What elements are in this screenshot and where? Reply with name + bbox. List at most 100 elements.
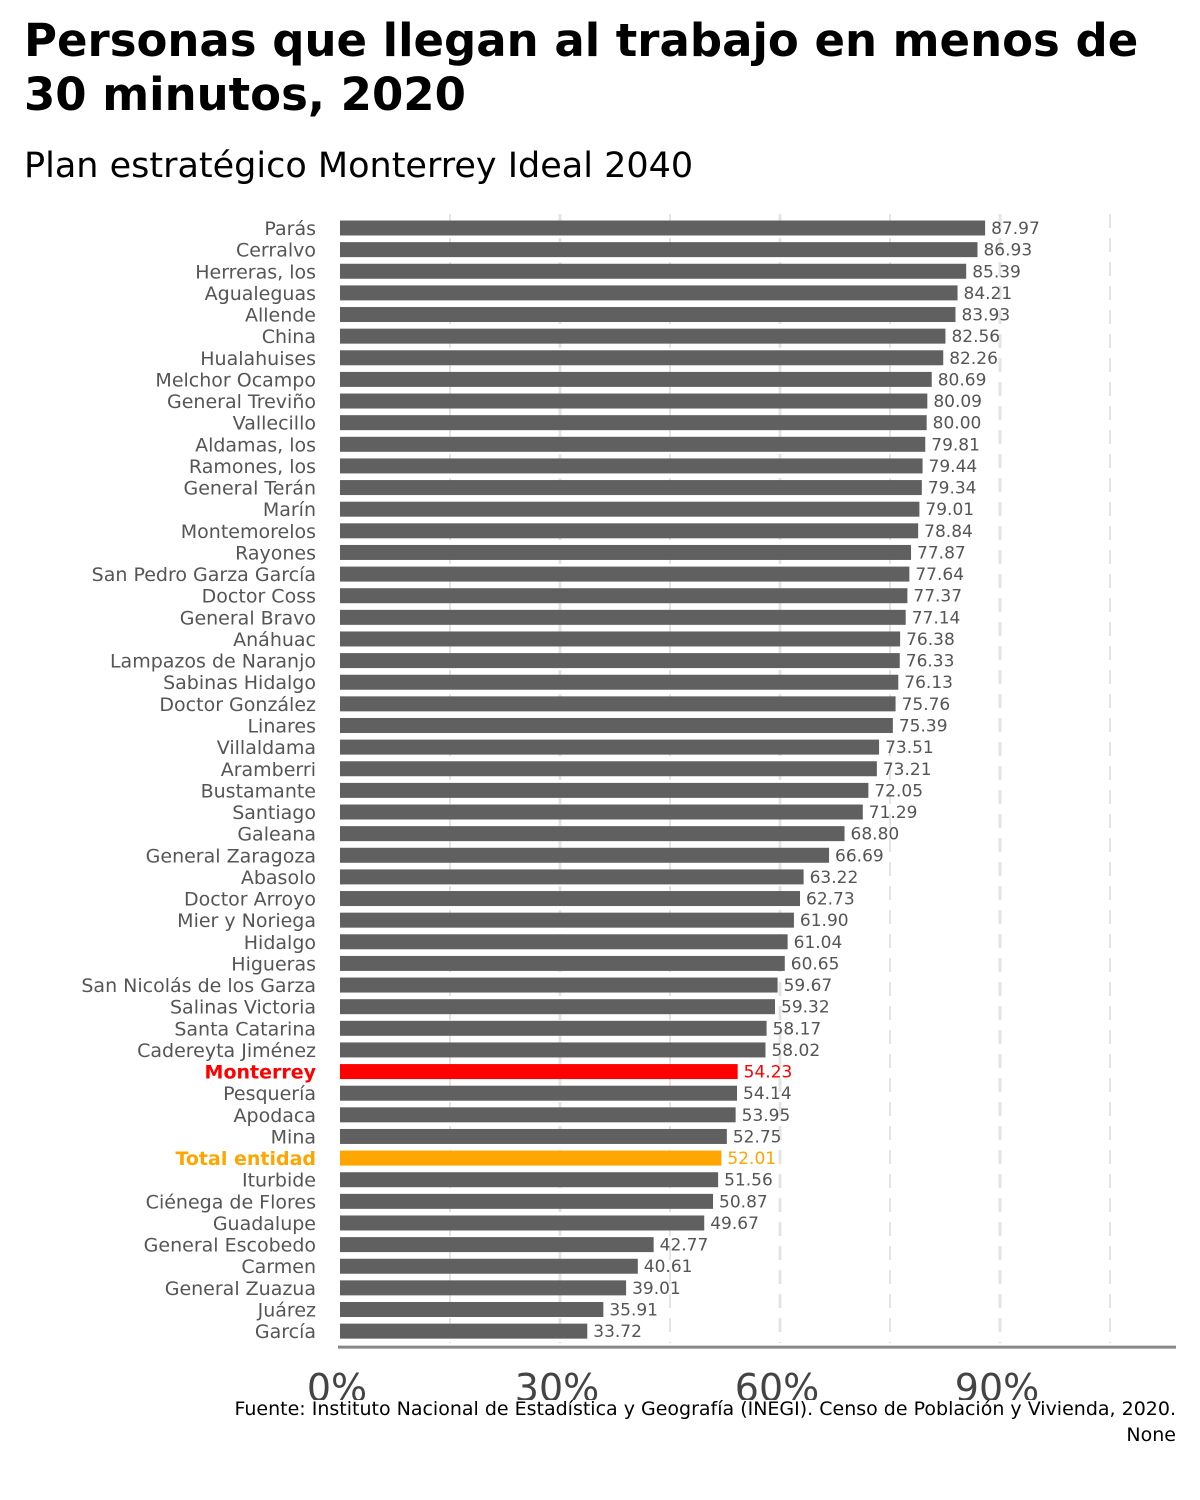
- value-label: 71.29: [869, 803, 918, 823]
- bar: [340, 458, 923, 474]
- bar: [340, 523, 919, 539]
- bar: [340, 1042, 766, 1058]
- bar: [340, 480, 922, 496]
- x-tick-label: 0%: [307, 1366, 367, 1400]
- value-label: 80.00: [933, 414, 982, 434]
- category-label: Aramberri: [221, 759, 316, 781]
- value-label: 79.44: [929, 457, 978, 477]
- category-label: Ramones, los: [189, 456, 316, 478]
- category-label: Juárez: [257, 1300, 316, 1322]
- value-labels: 87.9786.9385.3984.2183.9382.5682.2680.69…: [593, 219, 1040, 1342]
- category-label: Santiago: [232, 802, 316, 824]
- bar: [340, 1064, 738, 1080]
- category-label: Villaldama: [217, 737, 316, 759]
- category-label: Ciénega de Flores: [146, 1191, 316, 1213]
- value-label: 54.23: [744, 1063, 793, 1083]
- value-label: 76.33: [906, 652, 955, 672]
- bar: [340, 588, 908, 604]
- category-label: Santa Catarina: [174, 1018, 316, 1040]
- category-label: Allende: [245, 305, 316, 327]
- value-label: 54.14: [743, 1084, 792, 1104]
- category-label: Agualeguas: [205, 283, 316, 305]
- category-label: Lampazos de Naranjo: [110, 651, 316, 673]
- value-label: 61.90: [800, 911, 849, 931]
- value-label: 75.76: [902, 695, 951, 715]
- value-label: 80.09: [933, 392, 982, 412]
- category-label: Total entidad: [175, 1148, 316, 1170]
- bar: [340, 891, 801, 907]
- value-label: 42.77: [660, 1236, 709, 1256]
- value-label: 35.91: [609, 1301, 658, 1321]
- category-label: Linares: [247, 715, 316, 737]
- category-label: Cerralvo: [236, 240, 316, 262]
- bar: [340, 1020, 767, 1036]
- category-label: Anáhuac: [233, 629, 316, 651]
- value-label: 76.13: [904, 673, 953, 693]
- bar: [340, 436, 926, 452]
- category-label: Marín: [263, 499, 316, 521]
- chart-subtitle: Plan estratégico Monterrey Ideal 2040: [24, 146, 694, 186]
- bar: [340, 307, 956, 323]
- value-label: 83.93: [961, 306, 1010, 326]
- bar: [340, 1258, 638, 1274]
- category-label: General Zuazua: [165, 1278, 316, 1300]
- value-label: 78.84: [924, 522, 973, 542]
- bar: [340, 1323, 588, 1339]
- category-label: Herreras, los: [195, 261, 316, 283]
- bar: [340, 1280, 627, 1296]
- category-label: Iturbide: [242, 1170, 316, 1192]
- value-label: 82.26: [949, 349, 998, 369]
- bar: [340, 1085, 738, 1101]
- x-tick-label: 90%: [955, 1366, 1039, 1400]
- bar: [340, 653, 900, 669]
- value-label: 82.56: [951, 327, 1000, 347]
- bar: [340, 804, 863, 820]
- category-label: Rayones: [235, 542, 316, 564]
- value-label: 86.93: [983, 241, 1032, 261]
- category-label: Apodaca: [234, 1105, 316, 1127]
- value-label: 68.80: [851, 825, 900, 845]
- bar: [340, 826, 845, 842]
- value-label: 80.69: [938, 370, 987, 390]
- value-label: 79.34: [928, 479, 977, 499]
- value-label: 59.67: [784, 976, 833, 996]
- value-label: 85.39: [972, 262, 1021, 282]
- category-label: Montemorelos: [181, 521, 316, 543]
- bar: [340, 393, 928, 409]
- bar: [340, 544, 912, 560]
- category-label: Pesquería: [223, 1083, 316, 1105]
- bar: [340, 1150, 722, 1166]
- category-label: Doctor Arroyo: [184, 889, 316, 911]
- value-label: 73.21: [883, 760, 932, 780]
- value-label: 79.81: [931, 435, 980, 455]
- bar: [340, 566, 910, 582]
- bar: [340, 415, 927, 431]
- bar: [340, 999, 776, 1015]
- category-label: Galeana: [237, 824, 316, 846]
- value-label: 33.72: [593, 1322, 642, 1342]
- value-label: 76.38: [906, 630, 955, 650]
- value-label: 77.64: [915, 565, 964, 585]
- bar: [340, 1193, 714, 1209]
- category-label: Bustamante: [201, 780, 316, 802]
- category-label: Hidalgo: [244, 932, 316, 954]
- category-label: San Nicolás de los Garza: [81, 975, 316, 997]
- bar: [340, 371, 932, 387]
- value-label: 51.56: [724, 1171, 773, 1191]
- chart-caption: Fuente: Instituto Nacional de Estadístic…: [234, 1398, 1177, 1446]
- value-label: 75.39: [899, 716, 948, 736]
- category-label: Vallecillo: [233, 413, 316, 435]
- category-label: Aldamas, los: [195, 434, 316, 456]
- category-label: General Bravo: [180, 607, 316, 629]
- category-label: García: [255, 1321, 316, 1343]
- value-label: 53.95: [742, 1106, 791, 1126]
- category-label: Carmen: [241, 1256, 316, 1278]
- bar: [340, 955, 785, 971]
- value-label: 50.87: [719, 1192, 768, 1212]
- category-label: Guadalupe: [213, 1213, 316, 1235]
- value-label: 77.37: [913, 587, 962, 607]
- value-label: 59.32: [781, 998, 830, 1018]
- bar: [340, 1237, 654, 1253]
- bar: [340, 847, 830, 863]
